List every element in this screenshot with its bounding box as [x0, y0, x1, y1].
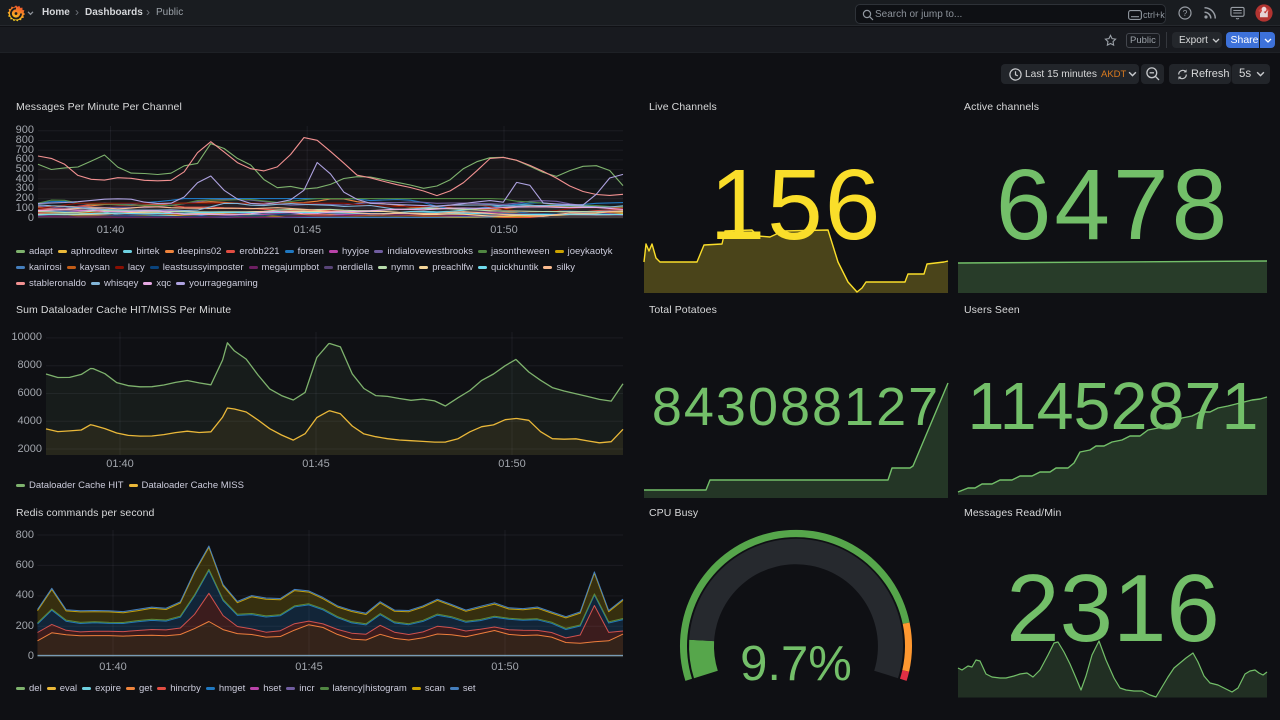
svg-text:?: ?: [1183, 8, 1188, 18]
